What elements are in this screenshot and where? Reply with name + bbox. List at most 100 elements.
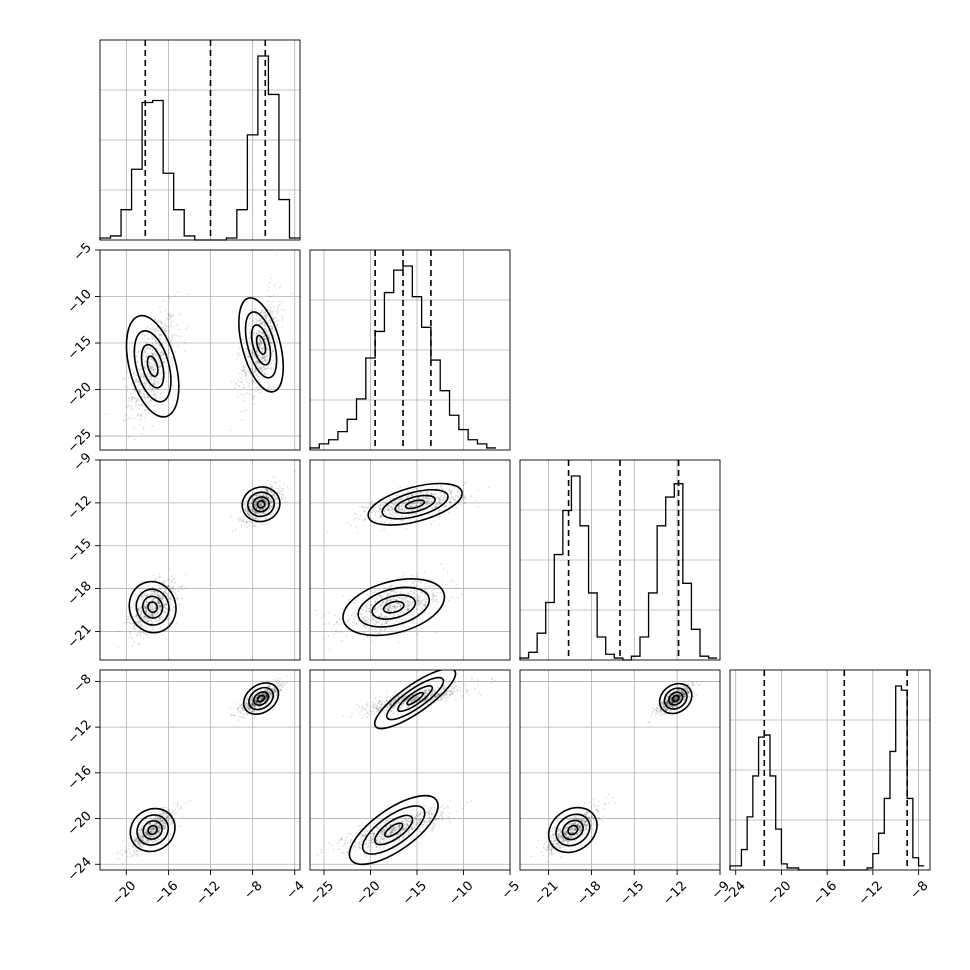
- sample-point: [264, 327, 267, 330]
- sample-point: [265, 489, 268, 492]
- sample-point: [152, 599, 155, 602]
- sample-point: [430, 500, 433, 503]
- density-contour: [142, 820, 163, 840]
- sample-point: [266, 696, 268, 698]
- sample-point: [256, 690, 258, 693]
- sample-point: [407, 500, 410, 502]
- sample-point: [140, 615, 143, 618]
- sample-point: [157, 602, 160, 605]
- sample-point: [159, 311, 162, 313]
- sample-point: [435, 504, 438, 507]
- sample-point: [420, 602, 423, 604]
- sample-point: [266, 354, 269, 357]
- sample-point: [151, 599, 153, 602]
- sample-point: [145, 381, 148, 383]
- sample-point: [387, 608, 389, 611]
- sample-point: [135, 377, 138, 380]
- sample-point: [249, 702, 252, 705]
- sample-point: [379, 514, 382, 517]
- sample-point: [270, 501, 273, 504]
- sample-point: [403, 510, 406, 513]
- sample-point: [266, 347, 269, 350]
- sample-point: [361, 624, 363, 626]
- sample-point: [254, 506, 257, 509]
- sample-point: [257, 343, 260, 345]
- sample-point: [129, 631, 132, 633]
- sample-point: [254, 700, 257, 702]
- sample-point: [122, 400, 125, 403]
- sample-point: [171, 824, 174, 826]
- sample-point: [254, 395, 257, 397]
- sample-point: [133, 375, 135, 378]
- sample-point: [165, 603, 167, 606]
- sample-point: [162, 353, 165, 356]
- sample-point: [281, 315, 284, 318]
- sample-point: [138, 609, 141, 611]
- sample-point: [163, 606, 166, 609]
- sample-point: [171, 588, 174, 590]
- sample-point: [383, 587, 386, 589]
- sample-point: [128, 632, 131, 635]
- sample-point: [426, 496, 429, 498]
- sample-point: [433, 616, 436, 619]
- sample-point: [157, 621, 160, 624]
- sample-point: [240, 520, 243, 523]
- sample-point: [397, 509, 400, 512]
- sample-point: [255, 517, 258, 520]
- sample-point: [127, 397, 130, 400]
- sample-point: [153, 328, 156, 331]
- sample-point: [144, 606, 147, 608]
- sample-point: [159, 607, 162, 610]
- sample-point: [425, 500, 428, 503]
- sample-point: [393, 593, 396, 596]
- density-contour: [133, 330, 172, 403]
- sample-point: [161, 357, 164, 360]
- sample-point: [271, 301, 274, 304]
- sample-point: [155, 835, 158, 837]
- sample-point: [172, 822, 174, 825]
- sample-point: [333, 624, 336, 626]
- sample-point: [261, 369, 264, 372]
- sample-point: [153, 393, 156, 395]
- sample-point: [154, 341, 157, 344]
- sample-point: [396, 498, 399, 501]
- sample-point: [174, 333, 176, 336]
- sample-point: [150, 614, 153, 617]
- sample-point: [137, 351, 139, 353]
- sample-point: [449, 504, 452, 507]
- sample-point: [146, 372, 149, 375]
- sample-point: [141, 824, 144, 827]
- sample-point: [149, 374, 152, 377]
- sample-point: [267, 334, 270, 336]
- sample-point: [436, 601, 439, 603]
- sample-point: [352, 621, 354, 623]
- sample-point: [444, 499, 446, 502]
- sample-point: [135, 402, 137, 404]
- sample-point: [254, 504, 256, 506]
- sample-point: [380, 596, 383, 599]
- sample-point: [125, 851, 127, 853]
- sample-point: [394, 591, 397, 594]
- sample-point: [239, 502, 242, 505]
- sample-point: [379, 595, 382, 597]
- sample-point: [377, 621, 380, 624]
- sample-point: [245, 505, 248, 508]
- sample-point: [257, 329, 260, 332]
- sample-point: [157, 595, 160, 597]
- sample-point: [139, 835, 142, 838]
- sample-point: [158, 606, 161, 609]
- sample-point: [264, 314, 267, 317]
- sample-point: [353, 518, 356, 521]
- sample-point: [158, 365, 161, 368]
- sample-point: [132, 616, 135, 618]
- sample-point: [242, 712, 245, 715]
- sample-point: [158, 830, 161, 833]
- sample-point: [454, 587, 457, 590]
- sample-point: [388, 609, 391, 612]
- sample-point: [238, 384, 240, 387]
- sample-point: [152, 369, 155, 372]
- sample-point: [401, 505, 404, 507]
- sample-point: [131, 627, 134, 630]
- sample-point: [361, 617, 364, 620]
- sample-point: [147, 839, 149, 841]
